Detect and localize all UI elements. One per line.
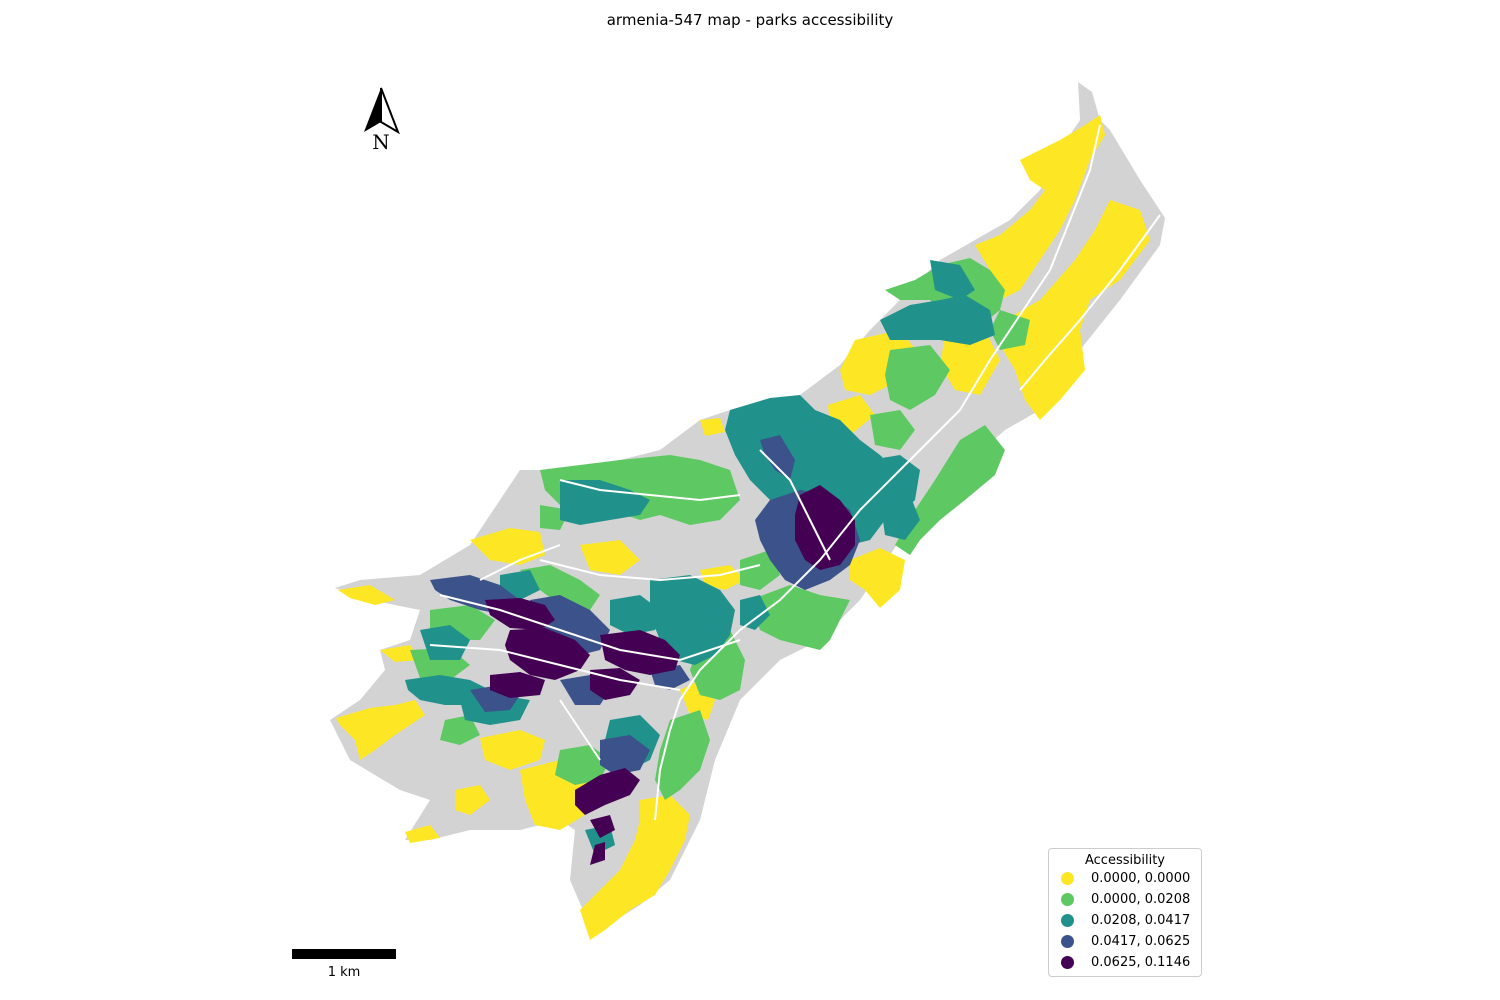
legend-item: 0.0000, 0.0000	[1049, 868, 1201, 889]
legend-swatch-icon	[1061, 956, 1074, 969]
scale-bar-graphic	[292, 949, 396, 959]
legend-item-label: 0.0208, 0.0417	[1091, 913, 1191, 928]
north-arrow: N	[358, 86, 404, 156]
map-title: armenia-547 map - parks accessibility	[606, 11, 894, 29]
legend-swatch-icon	[1061, 914, 1074, 927]
legend-item: 0.0625, 0.1146	[1049, 952, 1201, 973]
legend-swatch-icon	[1061, 872, 1074, 885]
legend-item-label: 0.0625, 0.1146	[1091, 955, 1191, 970]
legend-swatch-icon	[1061, 935, 1074, 948]
legend-item: 0.0208, 0.0417	[1049, 910, 1201, 931]
scale-bar: 1 km	[292, 949, 396, 980]
legend-item-label: 0.0417, 0.0625	[1091, 934, 1191, 949]
legend-items: 0.0000, 0.0000 0.0000, 0.0208 0.0208, 0.04…	[1049, 868, 1201, 973]
legend-title: Accessibility	[1085, 853, 1165, 868]
legend-swatch-icon	[1061, 893, 1074, 906]
legend-item: 0.0417, 0.0625	[1049, 931, 1201, 952]
street-lines	[429, 124, 1161, 821]
north-arrow-label: N	[372, 130, 390, 154]
accessibility-class-0-areas	[336, 115, 1150, 940]
scale-bar-label: 1 km	[327, 965, 361, 980]
legend-item: 0.0000, 0.0208	[1049, 889, 1201, 910]
legend: Accessibility 0.0000, 0.0000 0.0000, 0.02…	[1048, 848, 1202, 977]
legend-item-label: 0.0000, 0.0208	[1091, 892, 1191, 907]
north-arrow-icon	[364, 87, 400, 135]
legend-item-label: 0.0000, 0.0000	[1091, 871, 1191, 886]
